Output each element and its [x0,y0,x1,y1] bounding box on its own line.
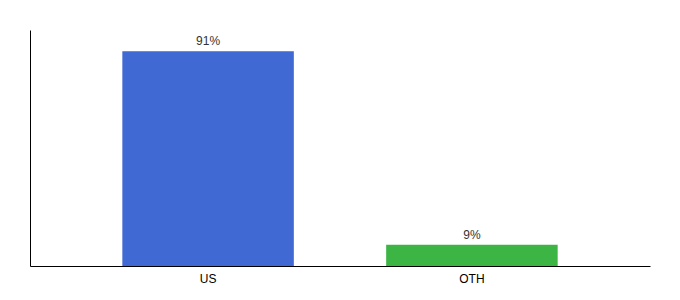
data-label: 91% [196,34,220,48]
x-tick-label: OTH [459,272,484,286]
bar [386,245,557,266]
bars [122,51,557,266]
plot-area: US OTH 91% 9% [31,31,651,286]
y-axis [30,31,31,267]
bar [122,51,293,266]
x-axis: US OTH [31,267,651,286]
x-tick: US [200,272,217,286]
chart-container: US OTH 91% 9% [0,0,680,300]
x-axis-line [31,266,651,267]
y-axis-line [30,31,31,267]
x-tick-label: US [200,272,217,286]
data-label: 9% [463,228,481,242]
chart-svg: US OTH 91% 9% [0,0,680,300]
data-labels: 91% 9% [196,34,481,242]
x-tick: OTH [459,272,484,286]
